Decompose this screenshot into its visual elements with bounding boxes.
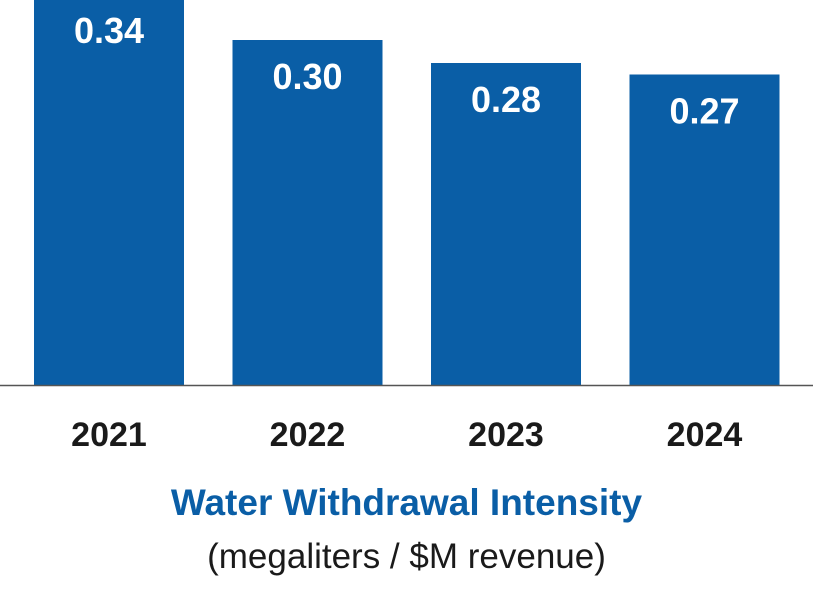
- value-label-2022: 0.30: [272, 56, 342, 97]
- bar-2023: [431, 63, 581, 385]
- value-label-2021: 0.34: [74, 10, 144, 51]
- bar-2021: [34, 0, 184, 385]
- category-label-2024: 2024: [667, 416, 743, 454]
- bar-2022: [232, 40, 383, 385]
- category-label-2022: 2022: [270, 416, 346, 454]
- category-label-2023: 2023: [468, 416, 544, 454]
- chart-title: Water Withdrawal Intensity: [170, 482, 643, 523]
- value-label-2024: 0.27: [669, 91, 739, 132]
- bar-chart: 0.34 2021 0.30 2022 0.28 2023 0.27 2024: [0, 0, 813, 454]
- category-label-2021: 2021: [71, 416, 147, 454]
- bar-2024: [629, 74, 780, 385]
- chart-subtitle: (megaliters / $M revenue): [207, 537, 606, 576]
- value-label-2023: 0.28: [471, 79, 541, 120]
